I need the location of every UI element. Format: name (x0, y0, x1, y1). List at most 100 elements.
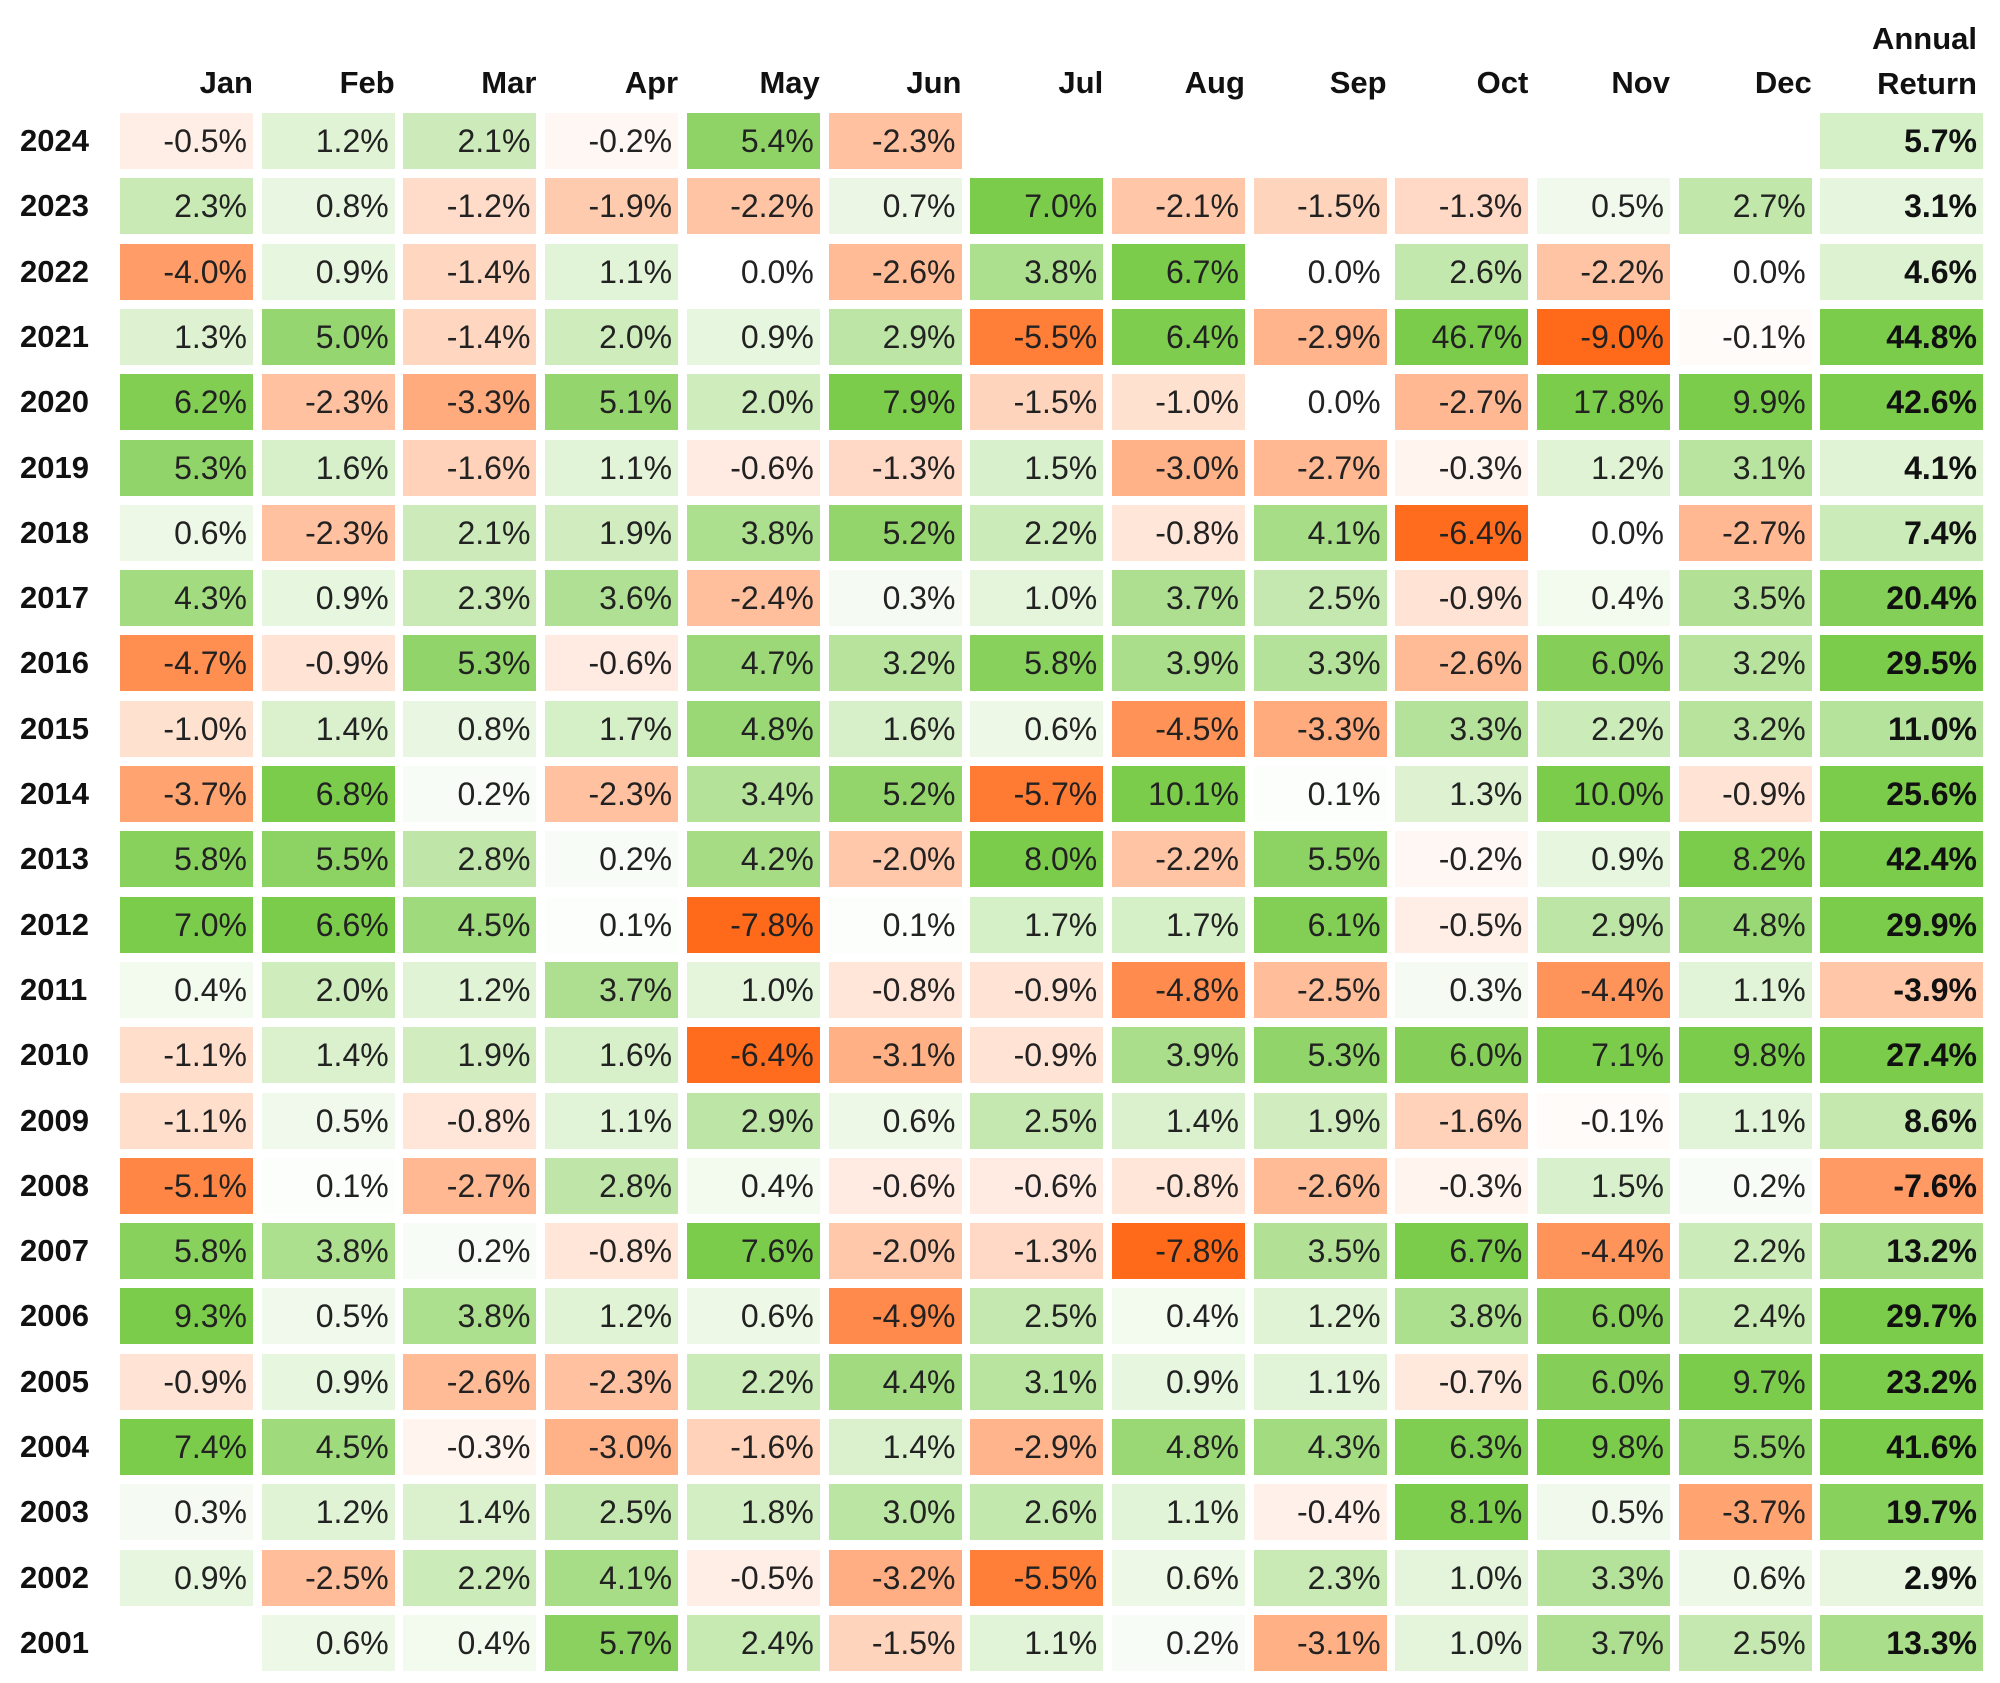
heatmap-cell: 0.4% (403, 1614, 537, 1671)
row-label-year: 2021 (20, 318, 89, 354)
heatmap-cell: -0.9% (970, 1027, 1104, 1084)
heatmap-cell: -3.3% (1253, 700, 1387, 757)
heatmap-cell: 1.1% (1253, 1353, 1387, 1410)
heatmap-cell: -3.3% (403, 374, 537, 431)
row-label-year: 2002 (20, 1559, 89, 1595)
heatmap-cell: 0.2% (403, 1223, 537, 1280)
heatmap-cell: 2.4% (1678, 1288, 1812, 1345)
heatmap-cell: 2.0% (686, 374, 820, 431)
heatmap-cell: 2.0% (545, 308, 679, 365)
annual-return-cell: 3.1% (1820, 178, 1983, 235)
heatmap-cell: 5.8% (120, 831, 253, 888)
annual-return-cell: 41.6% (1820, 1419, 1983, 1475)
heatmap-cell: 0.1% (545, 896, 679, 953)
heatmap-cell: -2.7% (1395, 374, 1529, 431)
annual-return-cell: 29.9% (1820, 896, 1983, 953)
heatmap-cell: 3.8% (970, 243, 1104, 300)
column-header-sep: Sep (1329, 65, 1387, 100)
annual-return-cell: 20.4% (1820, 570, 1983, 627)
heatmap-cell: 3.1% (970, 1353, 1104, 1410)
heatmap-cell: 0.8% (403, 700, 537, 757)
heatmap-cell: 4.5% (261, 1419, 395, 1475)
heatmap-cell: -1.6% (1395, 1092, 1529, 1149)
heatmap-cell: 1.1% (545, 439, 679, 496)
heatmap-cell: 0.1% (261, 1157, 395, 1214)
heatmap-cell: -1.2% (403, 178, 537, 235)
row-label-year: 2015 (20, 710, 89, 746)
heatmap-cell: 5.5% (1253, 831, 1387, 888)
annual-return-cell: 29.7% (1820, 1288, 1983, 1345)
heatmap-cell: 3.3% (1537, 1549, 1670, 1606)
row-label-year: 2006 (20, 1298, 89, 1334)
heatmap-cell: 4.3% (120, 570, 253, 627)
heatmap-cell: 2.1% (403, 504, 537, 561)
heatmap-cell: 4.1% (1253, 504, 1387, 561)
heatmap-cell: 1.2% (1537, 439, 1670, 496)
heatmap-cell: 2.5% (545, 1484, 679, 1541)
heatmap-cell: 0.6% (828, 1092, 962, 1149)
heatmap-cell: 0.6% (1678, 1549, 1812, 1606)
heatmap-cell: 1.4% (828, 1419, 962, 1475)
heatmap-cell: 3.7% (1537, 1614, 1670, 1671)
heatmap-cell: 2.2% (970, 504, 1104, 561)
heatmap-cell: 1.5% (1537, 1157, 1670, 1214)
heatmap-cell: 0.4% (120, 961, 253, 1018)
heatmap-cell: 1.4% (261, 1027, 395, 1084)
heatmap-cell: 4.7% (686, 635, 820, 692)
heatmap-cell: -0.6% (828, 1157, 962, 1214)
heatmap-cell: 9.8% (1678, 1027, 1812, 1084)
heatmap-cell: 0.2% (1111, 1614, 1245, 1671)
heatmap-cell: 1.6% (545, 1027, 679, 1084)
heatmap-cell: 1.9% (1253, 1092, 1387, 1149)
column-header-annual-return-line-1: Annual (1871, 21, 1977, 56)
heatmap-cell: -0.6% (545, 635, 679, 692)
heatmap-cell: 4.8% (686, 700, 820, 757)
row-label-year: 2013 (20, 841, 89, 877)
heatmap-cell: -1.6% (686, 1419, 820, 1475)
heatmap-cell: 5.2% (828, 766, 962, 822)
column-header-aug: Aug (1184, 65, 1245, 100)
heatmap-cell: 5.1% (545, 374, 679, 431)
row-label-year: 2012 (20, 906, 89, 942)
heatmap-cell: 7.9% (828, 374, 962, 431)
heatmap-cell: 0.6% (261, 1614, 395, 1671)
column-header-mar: Mar (481, 65, 537, 100)
row-label-year: 2004 (20, 1429, 89, 1464)
heatmap-cell: 0.9% (261, 243, 395, 300)
heatmap-cell: -2.7% (1678, 504, 1812, 561)
heatmap-cell: 2.7% (1678, 178, 1812, 235)
row-label-year: 2003 (20, 1494, 89, 1530)
heatmap-cell: 2.9% (1537, 896, 1670, 953)
heatmap-cell: -2.0% (828, 1223, 962, 1280)
heatmap-cell: 1.6% (828, 700, 962, 757)
heatmap-cell: -2.7% (403, 1157, 537, 1214)
heatmap-cell: -4.5% (1111, 700, 1245, 757)
heatmap-cell: 2.2% (403, 1549, 537, 1606)
row-label-year: 2023 (20, 188, 89, 224)
heatmap-cell: -1.0% (1111, 374, 1245, 431)
annual-return-cell: 13.2% (1820, 1223, 1983, 1280)
heatmap-cell: 0.8% (261, 178, 395, 235)
heatmap-cell: -2.6% (1253, 1157, 1387, 1214)
row-label-year: 2008 (20, 1167, 89, 1203)
column-header-annual-return-line-2: Return (1877, 66, 1977, 101)
heatmap-cell: -2.0% (828, 831, 962, 888)
heatmap-cell: -0.9% (1395, 570, 1529, 627)
heatmap-cell: -1.5% (970, 374, 1104, 431)
column-header-feb: Feb (339, 65, 395, 100)
heatmap-cell: -1.3% (1395, 178, 1529, 235)
heatmap-cell: -2.2% (1537, 243, 1670, 300)
heatmap-cell: 2.1% (403, 113, 537, 169)
heatmap-cell: -3.1% (1253, 1614, 1387, 1671)
heatmap-cell: 0.6% (970, 700, 1104, 757)
heatmap-cell: 0.2% (403, 766, 537, 822)
heatmap-cell: 5.8% (120, 1223, 253, 1280)
row-label-year: 2017 (20, 580, 89, 616)
heatmap-cell: -4.8% (1111, 961, 1245, 1018)
heatmap-cell: -1.4% (403, 243, 537, 300)
heatmap-cell: -0.7% (1395, 1353, 1529, 1410)
heatmap-cell: -0.9% (261, 635, 395, 692)
row-label-year: 2022 (20, 253, 89, 289)
heatmap-cell: 5.3% (120, 439, 253, 496)
